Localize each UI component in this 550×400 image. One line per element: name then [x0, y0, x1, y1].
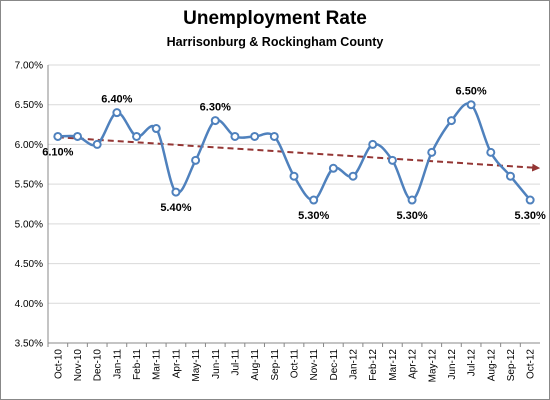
- data-point: [151, 124, 161, 134]
- data-point: [73, 131, 83, 141]
- data-point: [112, 108, 122, 118]
- x-tick-label: Jul-12: [467, 349, 478, 377]
- x-tick-label: Jul-11: [230, 349, 241, 376]
- chart-subtitle: Harrisonburg & Rockingham County: [167, 35, 384, 49]
- x-tick-label: Jun-12: [447, 349, 458, 380]
- data-point: [328, 163, 338, 173]
- data-label: 5.30%: [515, 210, 546, 222]
- chart-title: Unemployment Rate: [183, 8, 367, 29]
- data-label: 6.30%: [200, 102, 231, 114]
- x-tick-label: Mar-11: [152, 349, 163, 380]
- data-label: 6.40%: [101, 94, 132, 106]
- x-tick-label: Aug-11: [250, 349, 261, 381]
- data-point: [427, 147, 437, 157]
- x-tick-label: Jan-11: [112, 349, 123, 379]
- data-point: [348, 171, 358, 181]
- data-point: [269, 131, 279, 141]
- x-tick-label: Nov-10: [73, 349, 84, 382]
- data-point: [210, 116, 220, 126]
- y-tick-label: 5.00%: [15, 219, 43, 230]
- x-tick-label: May-12: [427, 349, 438, 383]
- data-point: [191, 155, 201, 165]
- data-point: [250, 131, 260, 141]
- data-label: 6.10%: [42, 146, 73, 158]
- x-tick-label: Sep-12: [506, 349, 517, 382]
- x-tick-label: Oct-12: [526, 349, 537, 379]
- x-tick-label: Feb-12: [368, 349, 379, 381]
- data-point: [171, 187, 181, 197]
- x-tick-label: Jan-12: [349, 349, 360, 380]
- x-tick-label: May-11: [191, 349, 202, 382]
- x-tick-label: Nov-11: [309, 349, 320, 381]
- data-point: [309, 195, 319, 205]
- x-tick-label: Feb-11: [132, 349, 143, 380]
- y-tick-label: 7.00%: [15, 61, 43, 72]
- x-tick-label: Dec-10: [93, 349, 104, 382]
- x-tick-label: Jun-11: [211, 349, 222, 379]
- data-point: [368, 139, 378, 149]
- y-tick-label: 4.00%: [15, 299, 43, 310]
- data-point: [387, 155, 397, 165]
- y-tick-label: 3.50%: [15, 339, 43, 350]
- data-label: 6.50%: [456, 86, 487, 98]
- x-tick-label: Apr-12: [408, 349, 419, 379]
- data-point: [505, 171, 515, 181]
- data-label: 5.30%: [396, 210, 427, 222]
- y-tick-label: 6.00%: [15, 140, 43, 151]
- data-point: [289, 171, 299, 181]
- x-tick-label: Aug-12: [486, 349, 497, 382]
- data-point: [486, 147, 496, 157]
- data-label: 5.40%: [160, 202, 191, 214]
- y-tick-label: 6.50%: [15, 100, 43, 111]
- trendline: [57, 136, 541, 172]
- data-point: [446, 116, 456, 126]
- y-tick-label: 4.50%: [15, 259, 43, 270]
- data-label: 5.30%: [298, 210, 329, 222]
- data-point: [407, 195, 417, 205]
- x-tick-label: Oct-10: [53, 349, 64, 379]
- x-tick-label: Sep-11: [270, 349, 281, 381]
- data-point: [132, 131, 142, 141]
- x-tick-label: Oct-11: [290, 349, 301, 379]
- data-point: [466, 100, 476, 110]
- x-tick-label: Mar-12: [388, 349, 399, 381]
- data-point: [230, 131, 240, 141]
- x-tick-label: Apr-11: [171, 349, 182, 379]
- data-point: [92, 139, 102, 149]
- data-point: [525, 195, 535, 205]
- y-tick-label: 5.50%: [15, 180, 43, 191]
- x-tick-label: Dec-11: [329, 349, 340, 381]
- data-point: [53, 131, 63, 141]
